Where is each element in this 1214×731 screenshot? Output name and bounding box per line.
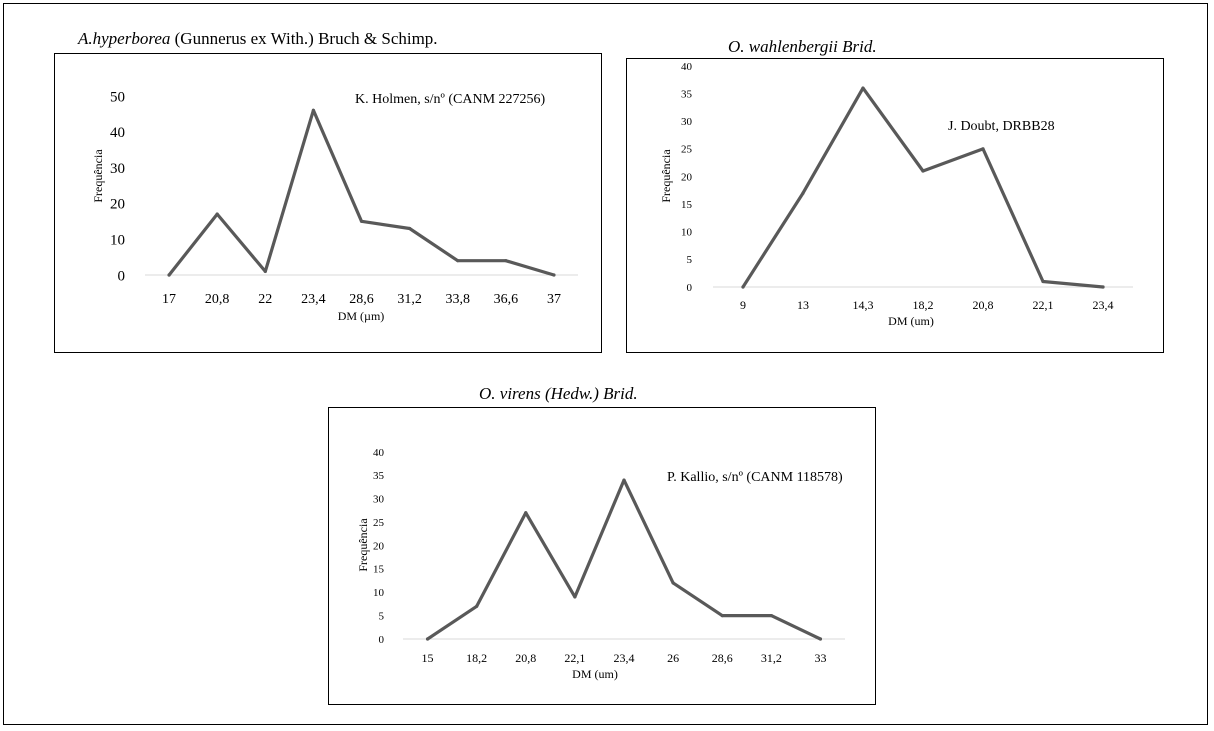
y-tick-label: 50 — [110, 89, 125, 105]
series-line — [167, 108, 556, 277]
x-axis-title: DM (um) — [888, 314, 934, 328]
x-tick-label: 17 — [162, 292, 176, 307]
x-tick-label: 20,8 — [973, 298, 994, 312]
data-point — [801, 191, 805, 195]
y-tick-label: 40 — [681, 61, 693, 73]
y-tick-label: 10 — [681, 227, 693, 239]
x-tick-label: 18,2 — [913, 298, 934, 312]
y-tick-label: 35 — [681, 88, 693, 100]
chart-3-title: O. virens (Hedw.) Brid. — [479, 384, 638, 403]
data-point — [861, 86, 865, 90]
y-axis-title: Frequência — [91, 149, 105, 203]
chart-2-frame — [626, 58, 1164, 353]
data-point — [475, 604, 479, 608]
x-tick-label: 36,6 — [494, 292, 519, 307]
y-tick-label: 30 — [681, 116, 693, 128]
x-tick-label: 23,4 — [614, 651, 635, 665]
x-tick-label: 9 — [740, 298, 746, 312]
x-tick-label: 23,4 — [1093, 298, 1114, 312]
x-tick-label: 33 — [814, 651, 826, 665]
y-tick-label: 10 — [110, 232, 125, 248]
y-tick-label: 30 — [110, 161, 125, 177]
data-point — [1101, 285, 1105, 289]
data-point — [552, 273, 556, 277]
y-axis-title: Frequência — [659, 149, 673, 203]
chart-2: J. Doubt, DRBB28 0 5 10 15 20 25 30 35 40 9 13 14,3… — [659, 61, 1133, 328]
x-tick-label: 15 — [422, 651, 434, 665]
data-point — [573, 595, 577, 599]
series-line — [741, 86, 1105, 289]
x-axis-title: DM (µm) — [338, 309, 385, 323]
data-point — [1041, 279, 1045, 284]
y-tick-label: 15 — [373, 564, 385, 576]
figure-panel — [3, 3, 1208, 725]
y-tick-label: 25 — [373, 517, 385, 529]
y-tick-label: 5 — [687, 254, 693, 266]
y-tick-label: 25 — [681, 144, 693, 156]
x-tick-label: 22 — [258, 292, 272, 307]
data-point — [769, 614, 773, 618]
y-tick-label: 0 — [687, 282, 693, 294]
y-tick-label: 40 — [373, 447, 385, 459]
chart-1-title: A.hyperborea (Gunnerus ex With.) Bruch &… — [78, 29, 438, 49]
x-tick-label: 20,8 — [205, 292, 230, 307]
series-line — [426, 478, 823, 641]
x-tick-label: 22,1 — [564, 651, 585, 665]
x-tick-label: 26 — [667, 651, 679, 665]
data-point — [504, 259, 508, 263]
data-point — [671, 581, 675, 585]
chart-1-frame — [54, 53, 602, 353]
y-tick-label: 0 — [379, 634, 385, 646]
x-tick-label: 18,2 — [466, 651, 487, 665]
x-tick-label: 14,3 — [853, 298, 874, 312]
data-point — [921, 169, 925, 173]
data-point — [720, 614, 724, 618]
chart-2-annotation: J. Doubt, DRBB28 — [948, 119, 1055, 134]
y-tick-label: 15 — [681, 199, 693, 211]
data-point — [167, 273, 171, 277]
chart-1-annotation: K. Holmen, s/nº (CANM 227256) — [355, 92, 546, 107]
x-tick-label: 31,2 — [761, 651, 782, 665]
y-tick-label: 20 — [681, 171, 693, 183]
y-tick-label: 20 — [373, 540, 385, 552]
data-point — [741, 285, 745, 289]
data-point — [215, 212, 219, 216]
y-tick-label: 35 — [373, 470, 385, 482]
x-tick-label: 13 — [797, 298, 809, 312]
y-tick-label: 30 — [373, 494, 385, 506]
data-point — [524, 511, 528, 515]
x-tick-label: 28,6 — [712, 651, 733, 665]
x-tick-label: 20,8 — [515, 651, 536, 665]
x-tick-label: 31,2 — [397, 292, 422, 307]
y-tick-label: 20 — [110, 197, 125, 213]
y-axis-title: Frequência — [356, 518, 370, 572]
x-tick-label: 33,8 — [445, 292, 470, 307]
y-tick-label: 5 — [379, 610, 385, 622]
data-point — [263, 269, 267, 274]
y-tick-label: 40 — [110, 125, 125, 141]
x-axis-title: DM (um) — [572, 667, 618, 681]
y-tick-label: 10 — [373, 587, 385, 599]
data-point — [981, 147, 985, 151]
chart-3-frame — [328, 407, 876, 705]
data-point — [456, 259, 460, 263]
data-point — [622, 478, 626, 482]
chart-2-title: O. wahlenbergii Brid. — [728, 37, 877, 56]
data-point — [359, 219, 364, 223]
data-point — [425, 637, 430, 641]
x-tick-label: 28,6 — [349, 292, 374, 307]
data-point — [818, 637, 823, 641]
chart-1-title-authority: (Gunnerus ex With.) Bruch & Schimp. — [170, 29, 438, 48]
x-tick-label: 37 — [547, 292, 561, 307]
data-point — [311, 108, 315, 112]
y-tick-label: 0 — [118, 268, 126, 284]
x-tick-label: 23,4 — [301, 292, 326, 307]
data-point — [408, 226, 412, 231]
chart-1-title-species: A.hyperborea — [78, 29, 171, 48]
x-tick-label: 22,1 — [1033, 298, 1054, 312]
chart-1: K. Holmen, s/nº (CANM 227256) 0 10 20 30 40 5… — [91, 89, 578, 323]
chart-3-annotation: P. Kallio, s/nº (CANM 118578) — [667, 470, 843, 485]
chart-3: P. Kallio, s/nº (CANM 118578) 0 5 10 15 20 25… — [356, 447, 845, 681]
